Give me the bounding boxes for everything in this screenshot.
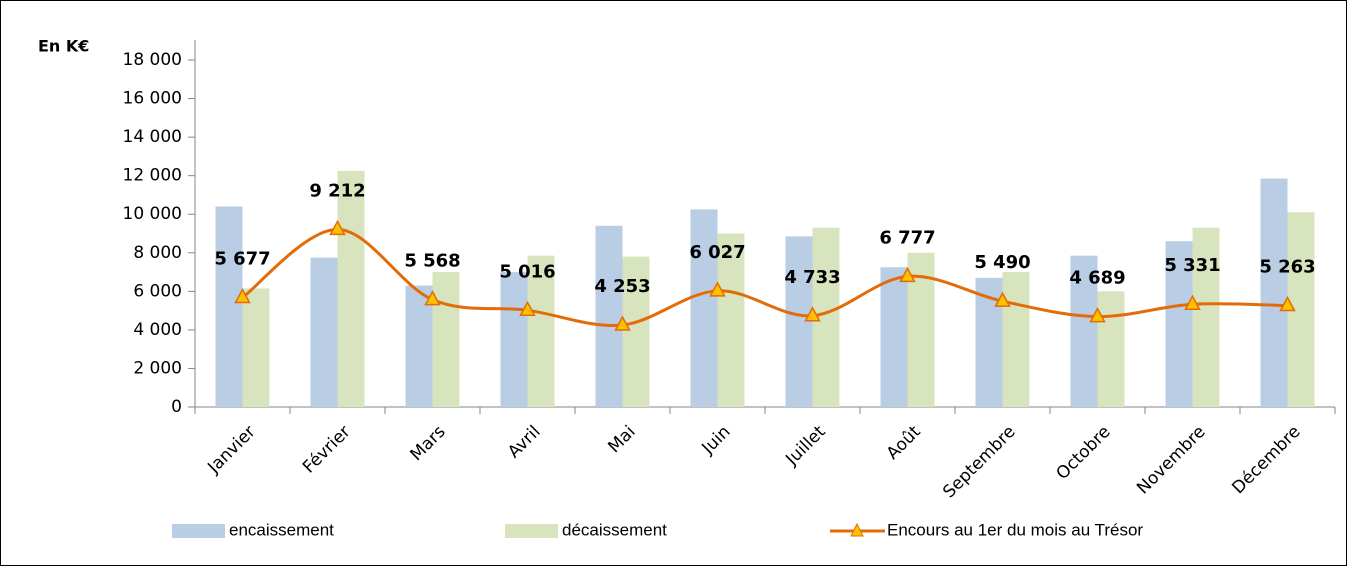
bar — [405, 285, 433, 407]
line-marker — [424, 290, 441, 306]
data-label: 5 490 — [974, 252, 1030, 273]
data-label: 5 568 — [404, 251, 460, 272]
line-marker — [709, 281, 726, 297]
y-tick-label: 16 000 — [123, 89, 182, 109]
bar — [1260, 178, 1288, 407]
bar — [622, 256, 650, 407]
bar — [527, 255, 555, 407]
bar — [1002, 272, 1030, 407]
bar — [1165, 241, 1193, 407]
line-marker — [519, 300, 536, 317]
y-tick-label: 4 000 — [133, 320, 182, 340]
bar — [1070, 255, 1098, 407]
y-axis-label: En K€ — [38, 37, 89, 56]
data-label: 4 253 — [594, 276, 650, 297]
bar — [1192, 227, 1220, 407]
line-marker — [329, 219, 346, 236]
bar — [500, 272, 528, 407]
y-tick-label: 12 000 — [123, 166, 182, 186]
line-marker — [1279, 295, 1296, 312]
line-marker — [899, 266, 916, 283]
data-label: 5 677 — [214, 249, 270, 270]
legend-label: Encours au 1er du mois au Trésor — [887, 520, 1143, 539]
data-label: 6 027 — [689, 242, 745, 263]
line-marker — [234, 287, 251, 304]
data-label: 9 212 — [309, 180, 365, 201]
data-label: 5 263 — [1259, 257, 1315, 278]
y-tick-label: 10 000 — [123, 204, 182, 224]
bar — [337, 170, 365, 407]
y-tick-label: 18 000 — [123, 50, 182, 70]
line-marker — [804, 306, 821, 322]
data-label: 4 689 — [1069, 268, 1125, 289]
bar — [717, 233, 745, 407]
bar — [432, 272, 460, 407]
legend-swatch — [850, 522, 864, 537]
data-label: 6 777 — [879, 227, 935, 248]
bar — [215, 206, 243, 407]
legend-swatch — [172, 524, 225, 538]
bar — [785, 236, 813, 407]
bar — [310, 257, 338, 407]
legend-swatch — [505, 524, 558, 538]
data-label: 5 016 — [499, 261, 555, 282]
y-tick-label: 6 000 — [133, 281, 182, 301]
bar — [595, 225, 623, 407]
bar — [690, 209, 718, 407]
line-marker — [994, 291, 1011, 307]
data-label: 4 733 — [784, 267, 840, 288]
line-marker — [1184, 294, 1201, 310]
y-tick-label: 0 — [171, 397, 182, 417]
legend-label: décaissement — [562, 520, 667, 539]
bar — [880, 267, 908, 407]
line-marker — [614, 315, 631, 331]
bar — [242, 288, 270, 407]
line-marker — [1089, 307, 1106, 323]
y-tick-label: 8 000 — [133, 243, 182, 263]
y-tick-label: 14 000 — [123, 127, 182, 147]
legend-label: encaissement — [229, 520, 334, 539]
data-label: 5 331 — [1164, 255, 1220, 276]
y-tick-label: 2 000 — [133, 358, 182, 378]
bar — [1097, 291, 1125, 407]
